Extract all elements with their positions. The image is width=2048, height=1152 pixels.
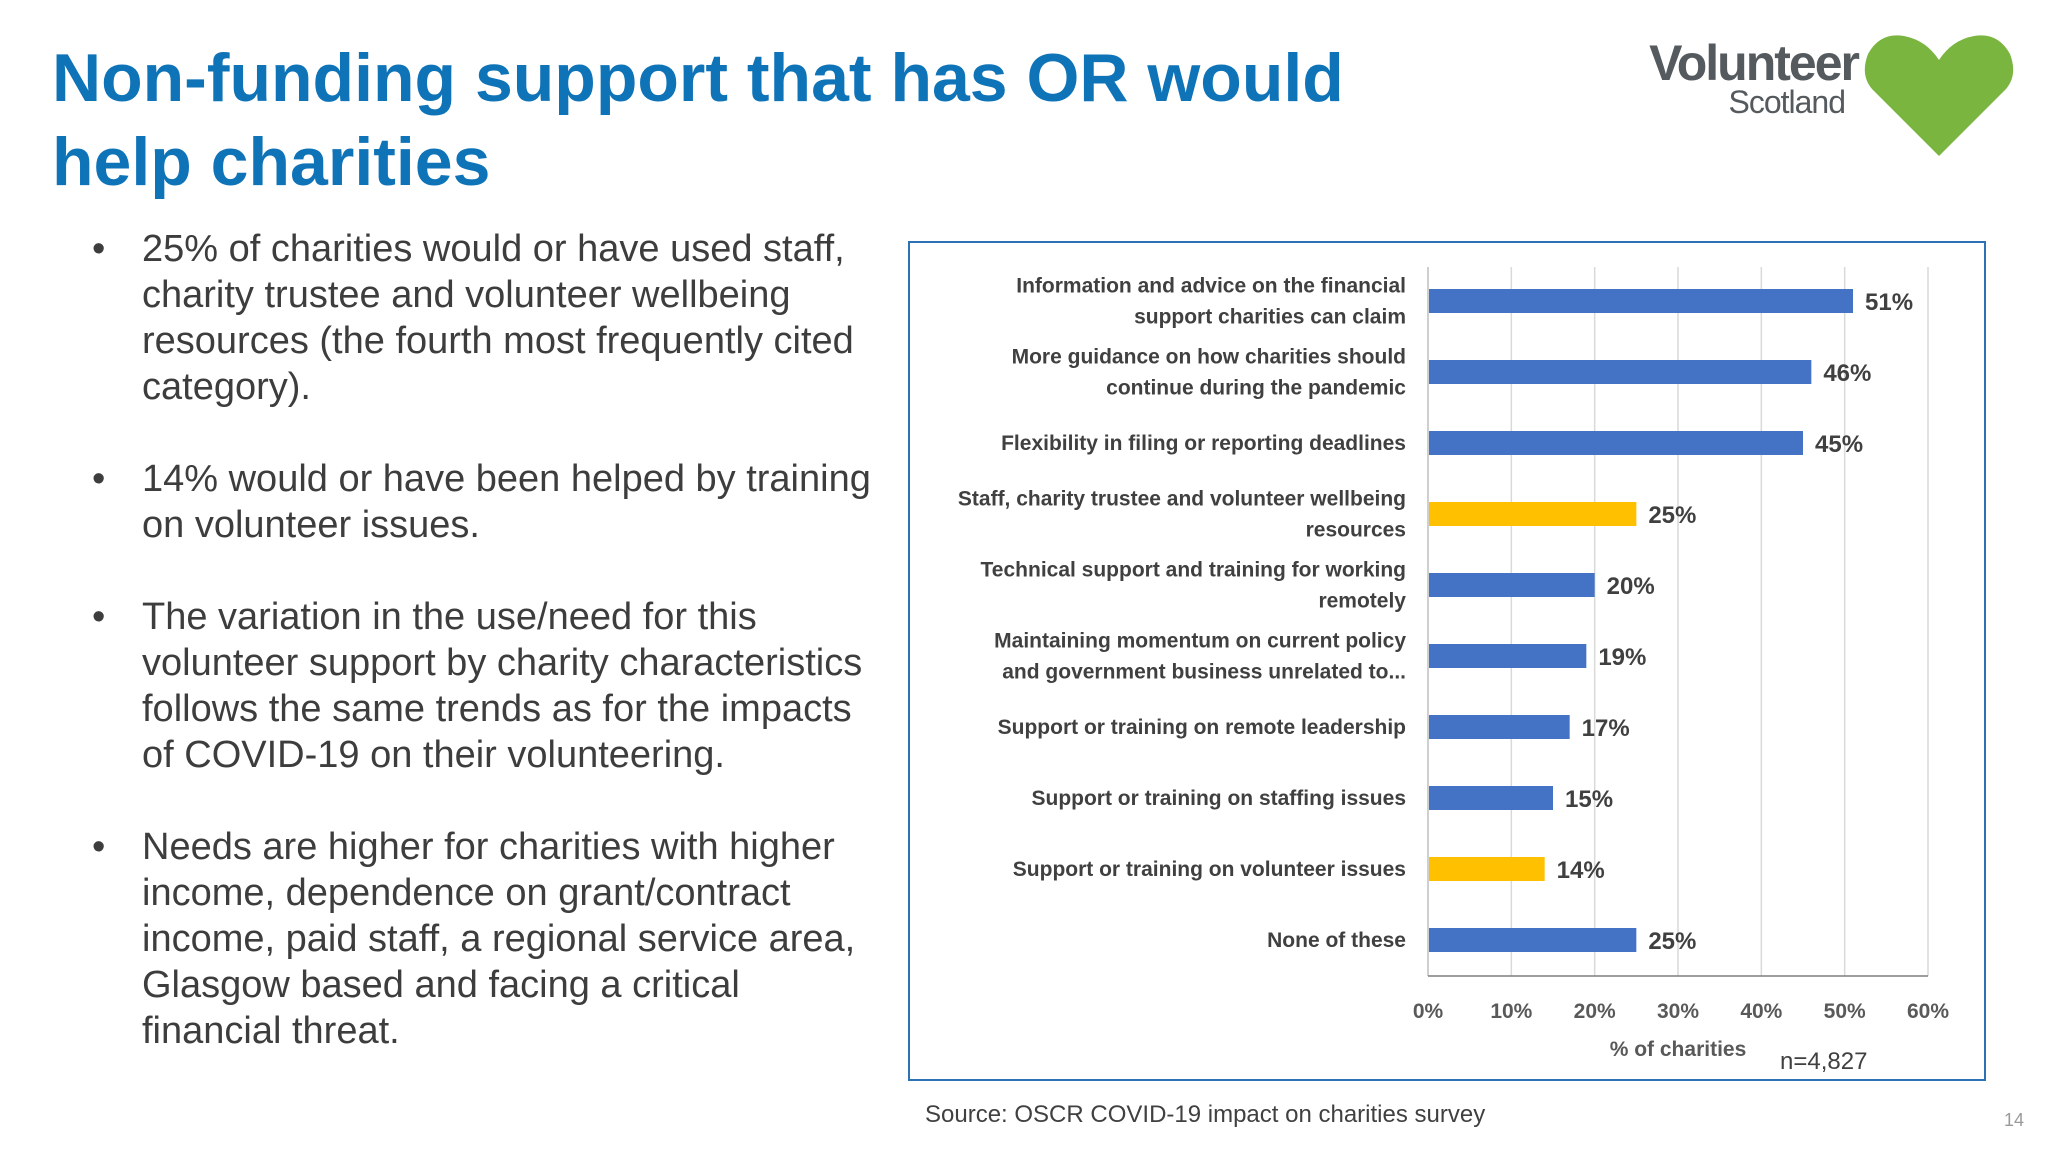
category-label: continue during the pandemic xyxy=(1106,377,1406,400)
category-label: Flexibility in filing or reporting deadl… xyxy=(1001,432,1406,455)
bar-value-label: 20% xyxy=(1607,573,1655,600)
bar xyxy=(1429,502,1637,526)
source-note: Source: OSCR COVID-19 impact on charitie… xyxy=(925,1101,1486,1128)
x-tick-label: 60% xyxy=(1907,1000,1949,1023)
bar xyxy=(1429,644,1587,668)
bar xyxy=(1429,857,1545,881)
bar-value-label: 15% xyxy=(1565,786,1613,813)
category-label: Technical support and training for worki… xyxy=(981,559,1406,582)
chart-panel: 0% 10% 20% 30% 40% 50% 60% % of charities 51% Inf… xyxy=(908,241,1986,1081)
bar-value-label: 25% xyxy=(1648,928,1696,955)
x-tick-label: 0% xyxy=(1413,1000,1444,1023)
category-label: support charities can claim xyxy=(1134,306,1406,329)
category-label: Information and advice on the financial xyxy=(1016,275,1406,298)
bar xyxy=(1429,360,1812,384)
bar xyxy=(1429,786,1553,810)
category-label: resources xyxy=(1306,519,1406,542)
heart-icon xyxy=(1864,35,2014,156)
bar xyxy=(1429,715,1570,739)
bar-value-label: 25% xyxy=(1648,502,1696,529)
x-tick-label: 10% xyxy=(1490,1000,1532,1023)
x-tick-label: 20% xyxy=(1574,1000,1616,1023)
slide-title: Non-funding support that has OR would he… xyxy=(52,40,1344,200)
bar-value-label: 51% xyxy=(1865,289,1913,316)
volunteer-scotland-logo: Volunteer Scotland xyxy=(1638,30,2018,160)
sample-size-label: n=4,827 xyxy=(1780,1048,1868,1075)
x-axis-title: % of charities xyxy=(1610,1038,1747,1061)
page-number: 14 xyxy=(2004,1110,2025,1130)
bar xyxy=(1429,431,1803,455)
x-tick-label: 50% xyxy=(1824,1000,1866,1023)
bar-value-label: 14% xyxy=(1557,857,1605,884)
bar-value-label: 19% xyxy=(1598,644,1646,671)
logo-text-volunteer: Volunteer xyxy=(1649,35,1860,91)
category-label: and government business unrelated to... xyxy=(1002,661,1406,684)
bullet-item: The variation in the use/need for this v… xyxy=(92,594,872,778)
category-label: More guidance on how charities should xyxy=(1012,346,1406,369)
bar xyxy=(1429,573,1595,597)
bar-value-label: 45% xyxy=(1815,431,1863,458)
bar-value-label: 46% xyxy=(1823,360,1871,387)
bullet-item: Needs are higher for charities with high… xyxy=(92,824,872,1054)
category-label: Staff, charity trustee and volunteer wel… xyxy=(958,488,1406,511)
logo-text-scotland: Scotland xyxy=(1728,84,1846,120)
bullet-item: 14% would or have been helped by trainin… xyxy=(92,456,872,548)
bar-value-label: 17% xyxy=(1582,715,1630,742)
bullet-item: 25% of charities would or have used staf… xyxy=(92,226,872,410)
category-label: Support or training on volunteer issues xyxy=(1013,858,1406,881)
bar xyxy=(1429,928,1637,952)
x-tick-label: 30% xyxy=(1657,1000,1699,1023)
category-label: Maintaining momentum on current policy xyxy=(994,630,1406,653)
category-label: None of these xyxy=(1267,929,1406,952)
bullet-list: 25% of charities would or have used staf… xyxy=(92,226,872,1100)
bar xyxy=(1429,289,1853,313)
x-tick-label: 40% xyxy=(1740,1000,1782,1023)
category-label: Support or training on staffing issues xyxy=(1031,787,1406,810)
bar-chart: 0% 10% 20% 30% 40% 50% 60% % of charities 51% Inf… xyxy=(958,267,1949,1061)
category-label: Support or training on remote leadership xyxy=(998,716,1406,739)
category-label: remotely xyxy=(1318,590,1406,613)
